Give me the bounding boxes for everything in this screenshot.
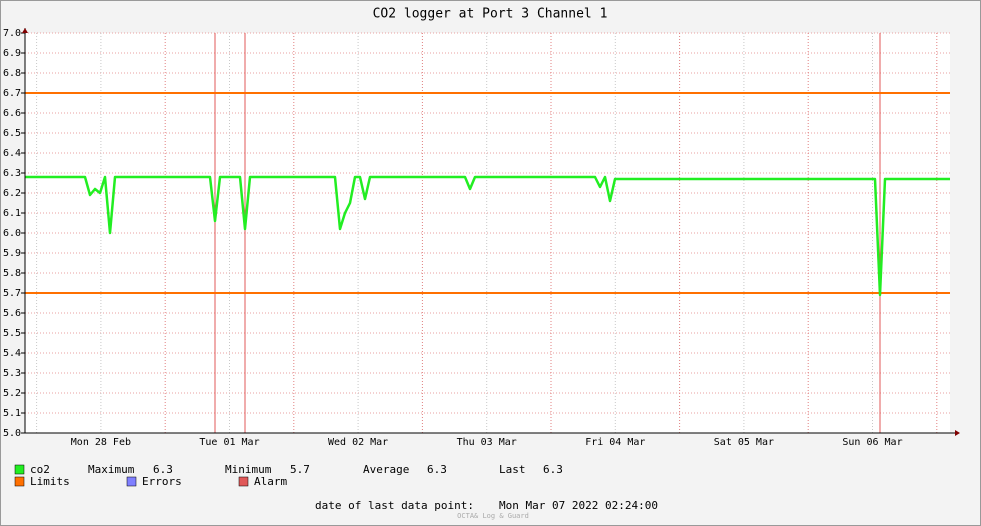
x-tick-label: Fri 04 Mar: [585, 437, 645, 448]
y-tick-label: 5.8: [3, 268, 21, 279]
y-tick-label: 5.1: [3, 408, 21, 419]
x-tick-label: Thu 03 Mar: [457, 437, 517, 448]
y-tick-label: 5.5: [3, 328, 21, 339]
y-tick-label: 5.6: [3, 308, 21, 319]
y-tick-label: 5.0: [3, 428, 21, 439]
legend-label: Alarm: [254, 475, 287, 488]
y-tick-label: 5.3: [3, 368, 21, 379]
legend-swatch: [126, 476, 137, 487]
stat-value: 5.7: [290, 463, 310, 476]
y-tick-label: 5.7: [3, 288, 21, 299]
stat-value: 6.3: [153, 463, 173, 476]
y-tick-label: 7.0: [3, 28, 21, 39]
stat-label: Minimum: [225, 463, 272, 476]
y-tick-label: 6.1: [3, 208, 21, 219]
x-tick-label: Tue 01 Mar: [199, 437, 259, 448]
y-tick-label: 6.3: [3, 168, 21, 179]
axis-arrow: [22, 28, 28, 33]
watermark: OCTA& Log & Guard: [457, 512, 529, 520]
y-tick-label: 6.5: [3, 128, 21, 139]
stat-value: 6.3: [543, 463, 563, 476]
stat-label: Last: [499, 463, 526, 476]
y-tick-label: 6.7: [3, 88, 21, 99]
x-tick-label: Wed 02 Mar: [328, 437, 388, 448]
y-tick-label: 6.0: [3, 228, 21, 239]
legend-swatch: [14, 476, 25, 487]
y-tick-label: 6.8: [3, 68, 21, 79]
legend-label: co2: [30, 463, 50, 476]
footer-label: date of last data point:: [315, 499, 474, 512]
stat-value: 6.3: [427, 463, 447, 476]
footer-value: Mon Mar 07 2022 02:24:00: [499, 499, 658, 512]
y-tick-label: 5.2: [3, 388, 21, 399]
x-tick-label: Sat 05 Mar: [714, 437, 774, 448]
stat-label: Maximum: [88, 463, 135, 476]
legend-swatch: [238, 476, 249, 487]
y-tick-label: 6.2: [3, 188, 21, 199]
legend-label: Limits: [30, 475, 70, 488]
axis-arrow: [955, 430, 960, 436]
y-tick-label: 6.4: [3, 148, 21, 159]
legend-label: Errors: [142, 475, 182, 488]
y-tick-label: 5.9: [3, 248, 21, 259]
chart-title: CO2 logger at Port 3 Channel 1: [373, 7, 608, 22]
x-tick-label: Mon 28 Feb: [71, 437, 131, 448]
y-tick-label: 6.6: [3, 108, 21, 119]
data-line: [25, 175, 950, 297]
y-tick-label: 6.9: [3, 48, 21, 59]
x-tick-label: Sun 06 Mar: [842, 437, 902, 448]
y-tick-label: 5.4: [3, 348, 21, 359]
legend-swatch: [14, 464, 25, 475]
stat-label: Average: [363, 463, 409, 476]
